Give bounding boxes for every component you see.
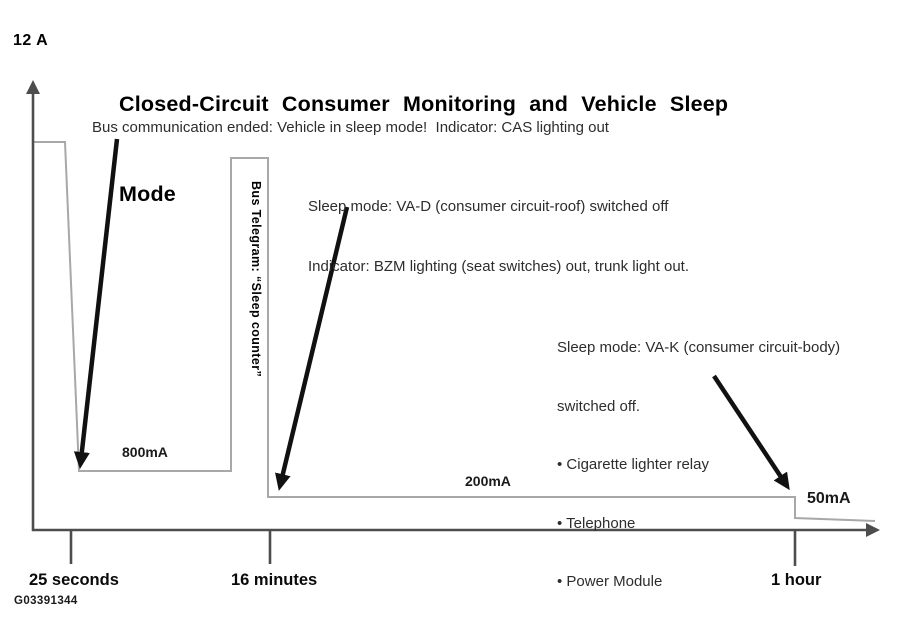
page-title-line1: Closed-Circuit Consumer Monitoring and V… [119,92,729,116]
annotation-va-k-bullet2: • Telephone [557,514,636,532]
annotation-va-k-line1: Sleep mode: VA-K (consumer circuit-body) [557,339,841,356]
level-label-50ma: 50mA [807,490,851,507]
page-title-line2: Mode [119,182,176,206]
current-waveform [34,141,876,522]
annotation-bus-communication: Bus communication ended: Vehicle in slee… [92,119,609,136]
annotation-va-k-bullet3: • Power Module [557,573,663,590]
x-tick-label-25-seconds: 25 seconds [29,571,119,589]
level-label-200ma: 200mA [465,473,511,489]
arrow-va-d [275,206,350,491]
annotation-va-d-line1: Sleep mode: VA-D (consumer circuit-roof)… [308,198,669,215]
annotation-va-k-line2: switched off. [557,397,641,415]
x-tick-label-16-minutes: 16 minutes [231,571,318,589]
x-tick-label-1-hour: 1 hour [771,571,822,589]
page-title: Closed-Circuit Consumer Monitoring and V… [119,29,728,269]
bus-telegram-pulse-label: Bus Telegram: “Sleep counter” [249,181,263,378]
figure-id: G03391344 [14,595,78,607]
annotation-va-k-bullet1: • Cigarette lighter relay [557,456,709,473]
annotation-va-d-line2: Indicator: BZM lighting (seat switches) … [308,258,689,275]
level-label-800ma: 800mA [122,444,168,460]
arrow-va-k [712,374,790,491]
annotation-va-k: Sleep mode: VA-K (consumer circuit-body)… [557,299,840,631]
arrow-bus-comm [73,138,120,469]
annotation-va-d: Sleep mode: VA-D (consumer circuit-roof)… [308,157,689,317]
y-axis-label: 12 A [13,32,49,49]
